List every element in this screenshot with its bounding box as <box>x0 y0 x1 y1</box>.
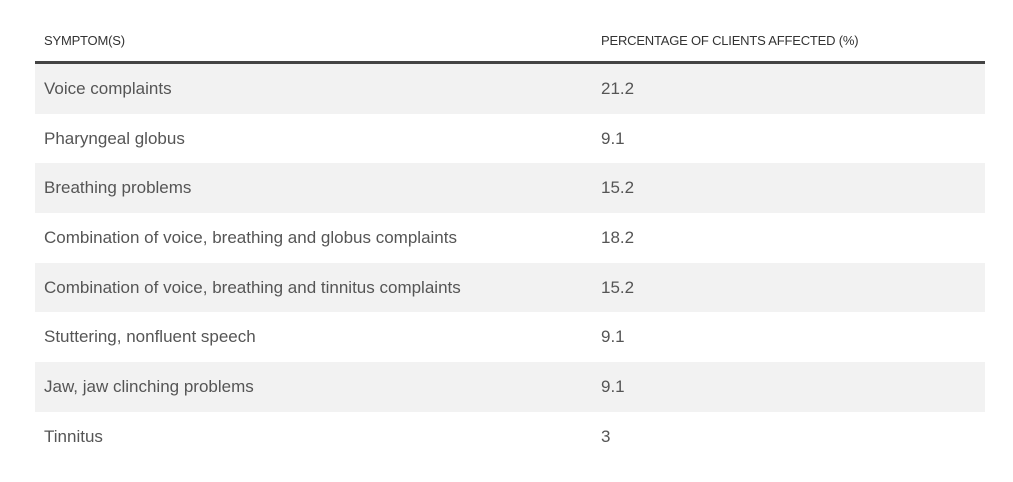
table-header: SYMPTOM(S) PERCENTAGE OF CLIENTS AFFECTE… <box>35 20 985 64</box>
symptom-cell: Combination of voice, breathing and glob… <box>35 213 592 263</box>
symptoms-table-container: SYMPTOM(S) PERCENTAGE OF CLIENTS AFFECTE… <box>35 20 985 462</box>
percentage-cell: 15.2 <box>592 262 985 313</box>
symptoms-table: SYMPTOM(S) PERCENTAGE OF CLIENTS AFFECTE… <box>35 20 985 462</box>
header-symptom: SYMPTOM(S) <box>35 20 592 64</box>
header-percentage: PERCENTAGE OF CLIENTS AFFECTED (%) <box>592 20 985 64</box>
symptom-cell: Tinnitus <box>35 411 592 462</box>
symptom-cell: Stuttering, nonfluent speech <box>35 312 592 363</box>
symptom-cell: Combination of voice, breathing and tinn… <box>35 262 592 313</box>
table-row: Pharyngeal globus 9.1 <box>35 113 985 164</box>
table-row: Combination of voice, breathing and tinn… <box>35 262 985 313</box>
percentage-cell: 9.1 <box>592 113 985 164</box>
table-body: Voice complaints 21.2 Pharyngeal globus … <box>35 62 985 462</box>
percentage-cell: 15.2 <box>592 163 985 214</box>
percentage-cell: 9.1 <box>592 362 985 412</box>
header-row: SYMPTOM(S) PERCENTAGE OF CLIENTS AFFECTE… <box>35 20 985 64</box>
table-row: Stuttering, nonfluent speech 9.1 <box>35 312 985 363</box>
table-row: Voice complaints 21.2 <box>35 62 985 114</box>
symptom-cell: Jaw, jaw clinching problems <box>35 362 592 412</box>
percentage-cell: 3 <box>592 411 985 462</box>
symptom-cell: Pharyngeal globus <box>35 113 592 164</box>
percentage-cell: 9.1 <box>592 312 985 363</box>
table-row: Jaw, jaw clinching problems 9.1 <box>35 362 985 412</box>
percentage-cell: 18.2 <box>592 213 985 263</box>
table-row: Breathing problems 15.2 <box>35 163 985 214</box>
percentage-cell: 21.2 <box>592 62 985 114</box>
symptom-cell: Voice complaints <box>35 62 592 114</box>
symptom-cell: Breathing problems <box>35 163 592 214</box>
table-row: Tinnitus 3 <box>35 411 985 462</box>
table-row: Combination of voice, breathing and glob… <box>35 213 985 263</box>
